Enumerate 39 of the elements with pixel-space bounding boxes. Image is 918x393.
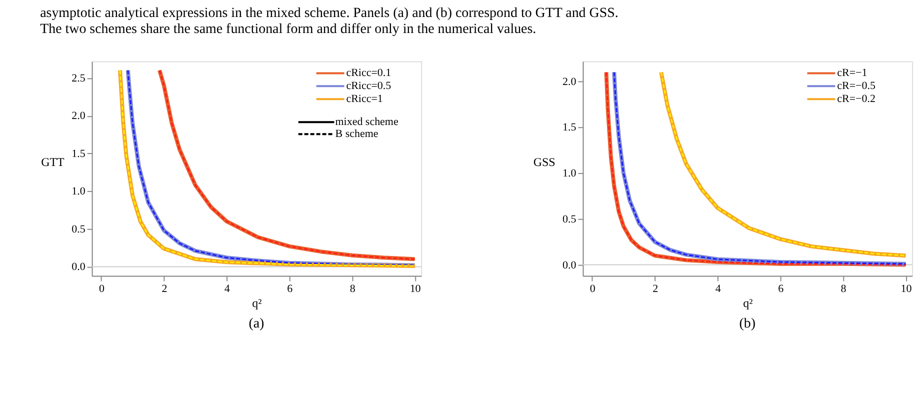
y-tick-label: 0.0	[562, 259, 577, 272]
x-tick-label: 0	[590, 283, 596, 296]
legend-label: cR=−1	[837, 67, 868, 80]
x-tick-label: 8	[840, 283, 847, 296]
y-axis-title: GTT	[41, 155, 66, 170]
legend-label: cRicc=0.5	[346, 80, 392, 92]
y-tick-label: 1.5	[72, 148, 86, 160]
x-tick-label: 8	[350, 283, 356, 296]
x-tick-label: 2	[162, 283, 168, 296]
x-tick-label: 2	[652, 283, 658, 296]
y-tick-label: 1.0	[562, 168, 577, 180]
y-tick-label: 0.5	[72, 223, 86, 236]
annotation: mixed scheme	[335, 116, 398, 128]
y-axis-title: GSS	[533, 155, 556, 170]
y-tick-label: 2.0	[72, 110, 86, 122]
x-tick-label: 0	[98, 283, 105, 296]
x-tick-label: 10	[900, 283, 912, 296]
legend-label: cRicc=0.1	[346, 67, 392, 80]
text: The two schemes share the same functional form and differ only in the numerical values.	[40, 22, 536, 37]
x-axis-title: q²	[252, 296, 262, 310]
y-tick-label: 2.5	[72, 72, 86, 84]
x-tick-label: 10	[410, 283, 422, 296]
y-tick-label: 0.5	[562, 213, 577, 226]
text: (a)	[248, 316, 265, 332]
y-tick-label: 0.0	[72, 261, 86, 274]
text: asymptotic analytical expressions in the mixed scheme. Panels (a) and (b) correspond to GTT and GSS.	[40, 6, 618, 21]
annotation: B scheme	[335, 128, 378, 140]
x-tick-label: 4	[715, 283, 722, 296]
legend-label: cR=−0.2	[837, 93, 876, 106]
text: (b)	[739, 316, 756, 332]
legend-label: cRicc=1	[346, 93, 383, 106]
y-tick-label: 1.5	[562, 122, 577, 134]
x-tick-label: 6	[287, 283, 294, 296]
x-axis-title: q²	[743, 296, 754, 310]
x-tick-label: 4	[224, 283, 230, 296]
legend-label: cR=−0.5	[837, 80, 876, 92]
y-tick-label: 2.0	[562, 76, 577, 88]
y-tick-label: 1.0	[72, 186, 86, 198]
x-tick-label: 6	[778, 283, 784, 296]
